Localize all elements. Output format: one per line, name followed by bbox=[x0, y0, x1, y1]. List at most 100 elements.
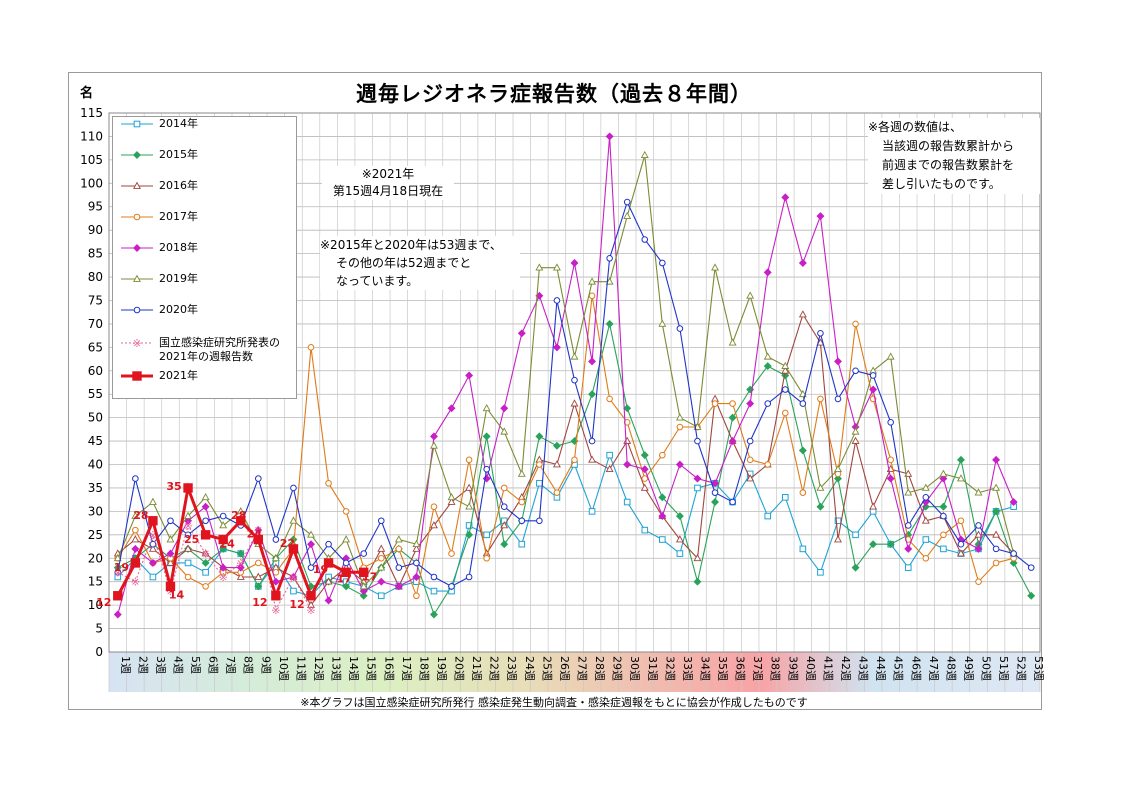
series-4-point bbox=[394, 582, 403, 591]
series-0-point bbox=[764, 512, 772, 520]
series-7-point: ※ bbox=[271, 604, 280, 617]
data-label-2021: 24 bbox=[220, 538, 236, 551]
series-8-point bbox=[359, 567, 369, 578]
series-6-point bbox=[764, 400, 772, 407]
series-6-point bbox=[992, 545, 1000, 553]
series-5-point bbox=[675, 413, 684, 421]
series-2-point bbox=[254, 572, 263, 580]
series-8-point bbox=[165, 581, 176, 592]
series-7-line bbox=[117, 524, 312, 612]
legend-marker-1 bbox=[133, 151, 141, 159]
series-6-point bbox=[588, 437, 596, 445]
series-4-point bbox=[131, 544, 140, 553]
series-4-point bbox=[236, 563, 245, 572]
legend-label: 2018年 bbox=[159, 241, 198, 254]
series-3-point bbox=[307, 344, 315, 351]
series-4-point bbox=[658, 512, 667, 521]
legend-label: 2017年 bbox=[159, 210, 198, 223]
series-2-point bbox=[588, 455, 597, 463]
series-6-point bbox=[887, 419, 894, 426]
series-2-point bbox=[148, 544, 157, 552]
series-0-point bbox=[606, 451, 613, 459]
series-6-point bbox=[940, 512, 947, 520]
data-label-2021: 22 bbox=[280, 537, 295, 550]
x-tick-label: 6週 bbox=[207, 656, 220, 674]
series-4-point bbox=[869, 385, 878, 394]
series-6-point bbox=[483, 465, 490, 473]
series-6-point bbox=[465, 573, 473, 581]
legend-swatch bbox=[121, 371, 153, 381]
series-5-point bbox=[394, 535, 403, 543]
legend-label: 2020年 bbox=[159, 303, 198, 316]
series-5-point bbox=[113, 553, 122, 562]
series-5-point bbox=[605, 277, 614, 285]
x-tick-label: 20週 bbox=[453, 656, 466, 681]
series-5-point bbox=[430, 441, 438, 449]
series-2-point bbox=[675, 535, 684, 543]
series-4-point bbox=[552, 343, 561, 352]
legend-swatch bbox=[121, 244, 153, 252]
series-6-point bbox=[132, 475, 139, 482]
x-tick-label: 7週 bbox=[224, 656, 237, 674]
legend-label: 2014年 bbox=[159, 117, 198, 130]
y-tick-label: 0 bbox=[95, 645, 103, 659]
series-6-point bbox=[922, 494, 930, 501]
series-5-point bbox=[588, 277, 597, 285]
series-1-point bbox=[728, 413, 737, 422]
series-2-point bbox=[430, 521, 438, 529]
series-6-point bbox=[430, 573, 438, 581]
series-2-point bbox=[781, 366, 790, 374]
series-4-point bbox=[605, 132, 614, 141]
series-5-point bbox=[992, 483, 1001, 491]
x-tick-label: 27週 bbox=[576, 656, 589, 681]
series-7-point: ※ bbox=[201, 548, 210, 561]
series-6-point bbox=[729, 498, 736, 506]
x-tick-label: 10週 bbox=[277, 656, 290, 681]
series-1-point bbox=[465, 530, 474, 539]
y-tick-label: 45 bbox=[88, 434, 103, 448]
series-3-point bbox=[255, 559, 262, 567]
legend-marker-3 bbox=[133, 213, 141, 221]
series-6-point bbox=[219, 512, 227, 520]
series-1-point bbox=[535, 432, 544, 441]
series-3-point bbox=[395, 545, 403, 553]
series-1-point bbox=[711, 498, 719, 506]
series-2-point bbox=[570, 399, 579, 407]
series-7-point: ※ bbox=[131, 576, 140, 589]
legend-label: 2015年 bbox=[159, 148, 198, 161]
x-tick-label: 18週 bbox=[417, 656, 430, 681]
series-1-point bbox=[1009, 558, 1018, 567]
series-0-line bbox=[117, 453, 1014, 597]
legend-item-0: 2014年 bbox=[119, 117, 198, 131]
series-0-point bbox=[202, 569, 209, 576]
series-1-point bbox=[588, 390, 597, 399]
y-tick-label: 70 bbox=[88, 317, 103, 331]
note-line: 第15週4月18日現在 bbox=[332, 184, 444, 198]
series-6-point bbox=[957, 540, 965, 548]
series-6-point bbox=[1027, 564, 1035, 571]
series-2-point bbox=[869, 502, 878, 510]
series-5-point bbox=[570, 352, 579, 360]
series-2-point bbox=[798, 310, 807, 318]
series-6-point bbox=[694, 437, 701, 445]
series-5-point bbox=[359, 582, 368, 590]
series-3-point bbox=[676, 423, 684, 431]
series-5-point bbox=[184, 511, 193, 519]
x-tick-label: 32週 bbox=[663, 656, 676, 681]
series-2-point bbox=[956, 549, 965, 557]
series-1-point bbox=[816, 502, 825, 511]
series-5-point bbox=[658, 319, 667, 327]
x-tick-label: 25週 bbox=[540, 656, 553, 681]
x-tick-label: 14週 bbox=[347, 656, 360, 681]
series-4-point bbox=[359, 587, 368, 596]
y-tick-label: 60 bbox=[88, 364, 103, 378]
series-5-point bbox=[921, 483, 930, 491]
series-3-point bbox=[430, 503, 438, 511]
series-3-point bbox=[465, 456, 473, 464]
series-6-point bbox=[799, 400, 807, 407]
legend-marker-5 bbox=[133, 274, 141, 282]
data-label-2021: 19 bbox=[114, 561, 129, 574]
series-6-point bbox=[852, 367, 859, 375]
series-5-point bbox=[447, 492, 456, 501]
series-3-point bbox=[518, 498, 526, 506]
